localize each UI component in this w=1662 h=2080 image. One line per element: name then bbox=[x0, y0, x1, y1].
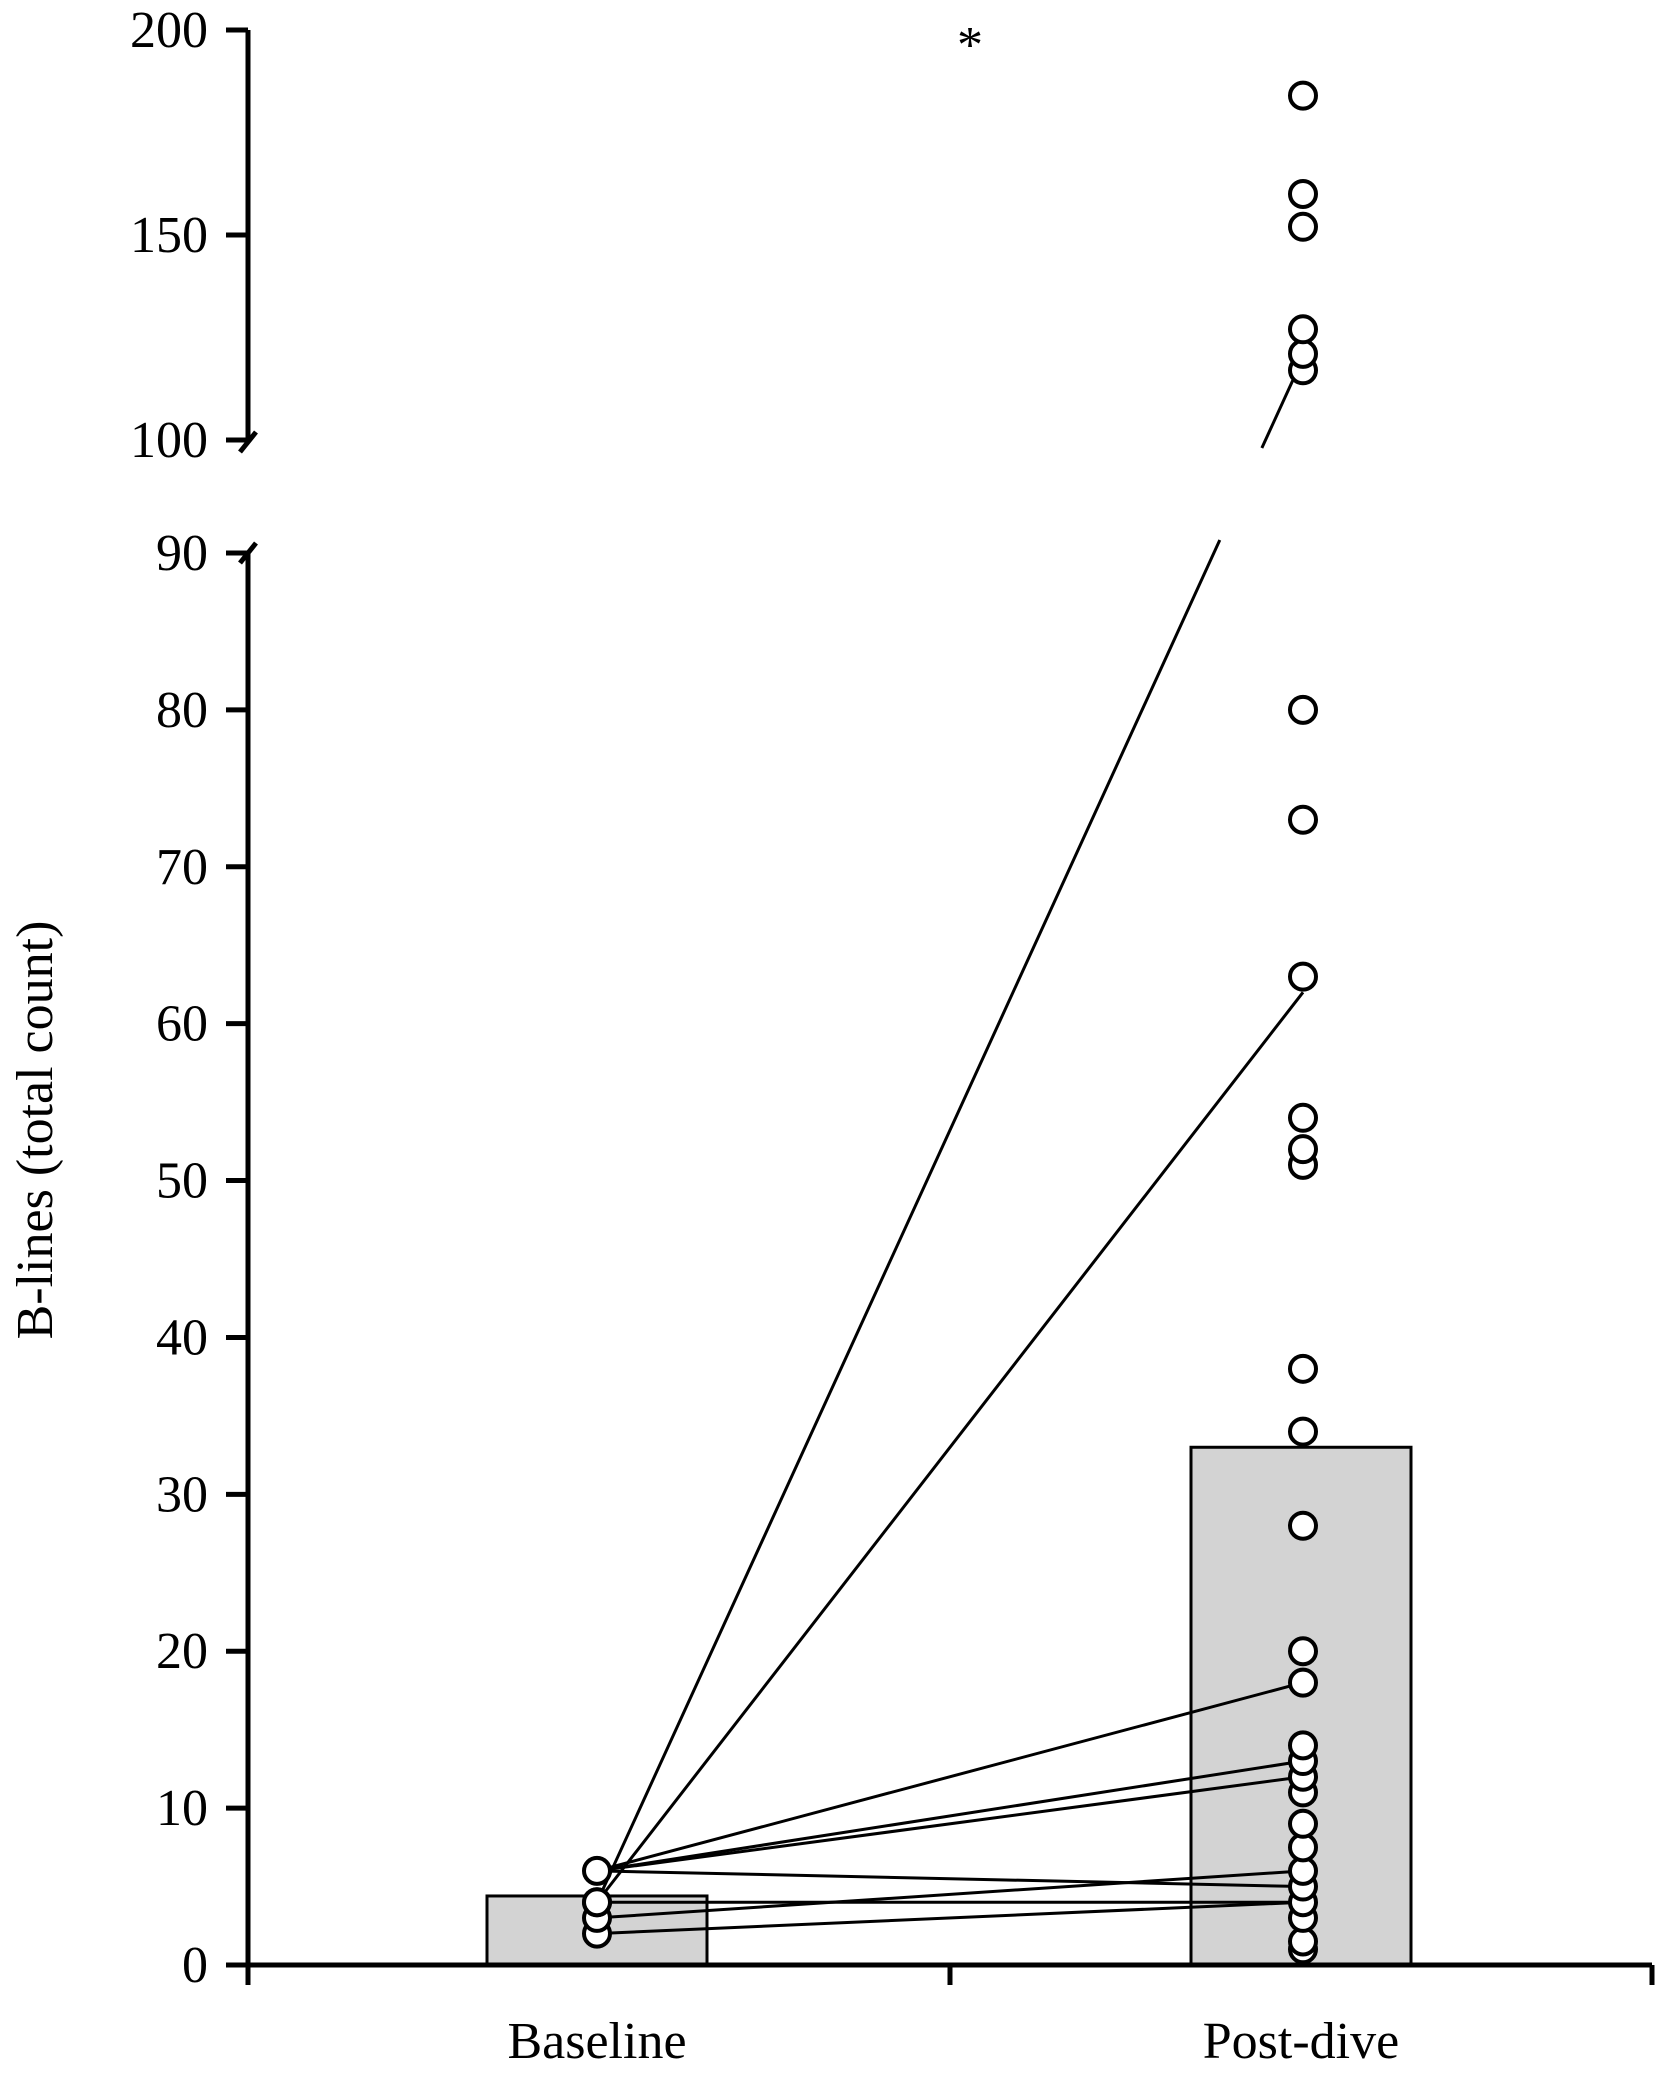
postdive-point bbox=[1288, 961, 1318, 992]
paired-line bbox=[596, 1869, 1304, 1920]
postdive-point bbox=[1288, 1134, 1318, 1165]
y-tick-label: 0 bbox=[182, 1937, 208, 1994]
postdive-point bbox=[1288, 1808, 1318, 1839]
postdive-point bbox=[1288, 1416, 1318, 1447]
y-tick-label: 70 bbox=[156, 839, 208, 896]
y-tick-label: 10 bbox=[156, 1780, 208, 1837]
paired-lines-layer bbox=[595, 357, 1305, 1936]
postdive-point bbox=[1288, 694, 1318, 725]
postdive-point bbox=[1288, 1102, 1318, 1133]
y-tick-label: 30 bbox=[156, 1466, 208, 1523]
y-tick-label: 150 bbox=[130, 207, 208, 264]
y-tick-label: 50 bbox=[156, 1153, 208, 1210]
significance-marker: * bbox=[957, 17, 983, 74]
y-tick-label: 200 bbox=[130, 2, 208, 59]
postdive-point bbox=[1288, 804, 1318, 835]
paired-line bbox=[595, 539, 1222, 1903]
postdive-point bbox=[1288, 179, 1318, 209]
labels-layer: 0 10 20 30 40 50 60 70 80 90 100 150 200 Baseline Post… bbox=[130, 2, 1399, 2070]
paired-line bbox=[596, 1869, 1304, 1889]
postdive-point bbox=[1288, 1353, 1318, 1384]
paired-line bbox=[596, 1900, 1304, 1936]
y-tick-label: 100 bbox=[130, 412, 208, 469]
postdive-point bbox=[1288, 338, 1318, 369]
points-layer bbox=[582, 80, 1318, 1965]
postdive-point bbox=[1288, 211, 1318, 242]
postdive-point bbox=[1288, 1510, 1318, 1541]
postdive-point bbox=[1288, 1667, 1318, 1698]
paired-line bbox=[596, 1759, 1304, 1873]
y-tick-label: 40 bbox=[156, 1309, 208, 1366]
axes-layer bbox=[226, 27, 1655, 1985]
x-category-label: Baseline bbox=[507, 2013, 686, 2070]
paired-line bbox=[595, 991, 1305, 1904]
postdive-point bbox=[1288, 1730, 1318, 1761]
baseline-point bbox=[582, 1887, 612, 1918]
postdive-point bbox=[1288, 1636, 1318, 1667]
x-category-label: Post-dive bbox=[1203, 2013, 1399, 2070]
y-tick-label: 60 bbox=[156, 996, 208, 1053]
y-tick-label: 80 bbox=[156, 682, 208, 739]
paired-line bbox=[596, 1775, 1304, 1873]
y-axis-title: B-lines (total count) bbox=[7, 921, 64, 1340]
postdive-point bbox=[1288, 314, 1318, 345]
postdive-point bbox=[1288, 80, 1318, 111]
y-tick-label: 90 bbox=[156, 525, 208, 582]
y-tick-label: 20 bbox=[156, 1623, 208, 1680]
baseline-point bbox=[582, 1855, 612, 1886]
paired-line bbox=[596, 1681, 1304, 1873]
